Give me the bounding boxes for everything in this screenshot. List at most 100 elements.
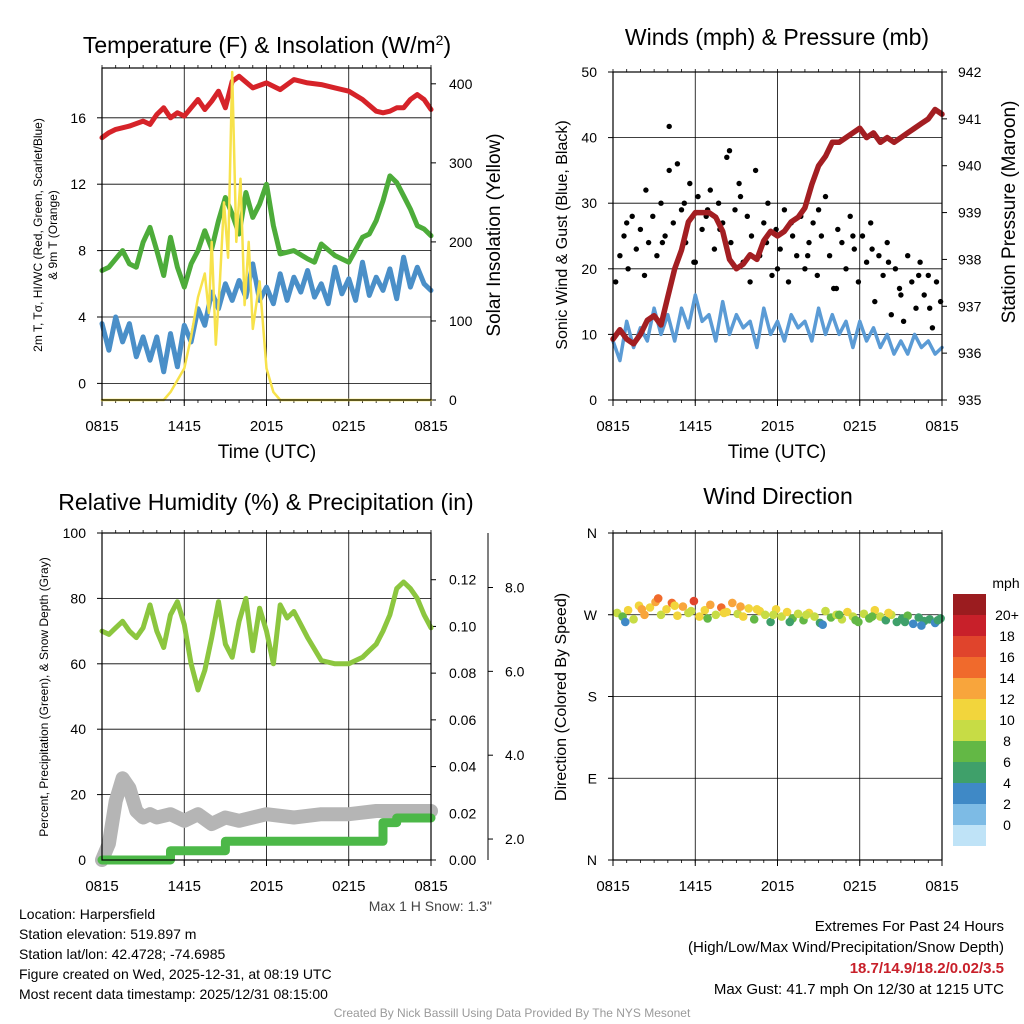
wind-direction-x-tick-label: 0815 — [925, 878, 958, 895]
wind-direction-point — [802, 610, 811, 620]
precip-y-tick-label: 0.10 — [449, 618, 476, 634]
gust-point — [643, 187, 649, 193]
legend-swatch — [953, 741, 986, 762]
winds-xlabel: Time (UTC) — [728, 442, 827, 463]
gust-point — [724, 154, 730, 160]
gust-point — [898, 292, 904, 298]
gust-point — [707, 187, 713, 193]
wind-direction-point — [818, 620, 827, 629]
temperature-x-tick-label: 0815 — [414, 418, 447, 435]
temperature-y-tick-label: 16 — [70, 110, 86, 126]
legend-swatch — [953, 720, 986, 741]
station-elevation: Station elevation: 519.897 m — [19, 926, 197, 942]
temperature-title: Temperature (F) & Insolation (W/m2) — [83, 32, 451, 58]
wind-direction-x-tick-label: 2015 — [761, 878, 794, 895]
wind-direction-point — [785, 617, 795, 627]
gust-point — [773, 226, 779, 233]
legend-swatch — [953, 825, 986, 846]
legend-swatch — [953, 699, 986, 720]
wind-direction-point — [645, 603, 655, 612]
winds-x-tick-label: 0815 — [596, 418, 629, 435]
wind-direction-ylabel: Direction (Colored By Speed) — [553, 593, 570, 801]
gust-point — [863, 259, 870, 265]
humidity-x-tick-label: 2015 — [250, 878, 283, 895]
gust-point — [641, 272, 648, 279]
temperature-y-tick-label: 8 — [78, 243, 86, 259]
snow-depth-line — [95, 771, 438, 867]
legend-swatch — [953, 615, 986, 636]
legend-swatch — [953, 636, 986, 657]
gust-point — [744, 213, 750, 219]
gust-point — [645, 239, 652, 246]
temperature-xlabel: Time (UTC) — [218, 442, 317, 463]
gust-point — [666, 167, 672, 174]
gust-point — [835, 226, 841, 233]
wind-direction-point — [793, 609, 803, 619]
wind-direction-grid — [612, 530, 943, 866]
gust-point — [765, 200, 771, 206]
wind-direction-point — [653, 594, 663, 603]
wind-direction-point — [706, 600, 715, 610]
gust-point — [637, 226, 644, 233]
legend-swatch — [953, 657, 986, 678]
legend-swatch — [953, 762, 986, 783]
credit-line: Created By Nick Bassill Using Data Provi… — [333, 1006, 691, 1020]
gust-point — [913, 305, 919, 311]
wind-direction-point — [908, 619, 918, 629]
figure-created: Figure created on Wed, 2025-12-31, at 08… — [19, 966, 332, 982]
pressure-y-tick-label: 938 — [958, 251, 982, 267]
gust-point — [872, 298, 878, 305]
gust-point — [654, 253, 660, 259]
pressure-y-tick-label: 941 — [958, 111, 982, 127]
wind-direction-point — [670, 601, 679, 610]
temperature-ylabel-line1: 2m T, Tσ, HI/WC (Red, Green, Scarlet/Blu… — [31, 118, 45, 352]
winds-x-tick-label: 2015 — [761, 418, 794, 435]
gust-point — [833, 285, 840, 292]
wind-direction-point — [637, 605, 647, 614]
pressure-y-tick-label: 942 — [958, 64, 982, 80]
winds-title: Winds (mph) & Pressure (mb) — [625, 24, 929, 50]
extremes-subtitle: (High/Low/Max Wind/Precipitation/Snow De… — [688, 939, 1004, 956]
temperature-x-tick-label: 0815 — [85, 418, 118, 435]
humidity-y-tick-label: 60 — [70, 656, 86, 672]
humidity-y-tick-label: 20 — [70, 787, 86, 803]
gust-point — [805, 253, 811, 259]
wind-direction-x-tick-label: 0215 — [843, 878, 876, 895]
legend-label: 18 — [999, 628, 1015, 644]
gust-point — [794, 253, 800, 259]
temperature-plot-border — [101, 67, 432, 401]
wind-direction-x-tick-label: 0815 — [596, 878, 629, 895]
wind-direction-point — [621, 617, 630, 627]
gust-point — [681, 200, 687, 206]
wind-direction-point — [744, 604, 753, 613]
gust-point — [818, 233, 825, 239]
wind-direction-point — [834, 610, 844, 620]
gust-point — [752, 167, 759, 174]
gust-point — [859, 233, 866, 239]
pressure-line — [610, 106, 945, 347]
wind-direction-point — [728, 598, 737, 608]
winds-y-tick-label: 0 — [589, 392, 597, 408]
wind-direction-point — [917, 621, 926, 630]
precip-y-tick-label: 0.12 — [449, 572, 476, 588]
insolation-y-tick-label: 300 — [449, 155, 473, 171]
wind-direction-point — [686, 606, 696, 616]
wind-direction-y-tick-label: N — [587, 852, 597, 868]
gust-point — [650, 213, 656, 219]
gust-point — [839, 239, 845, 246]
station-location: Location: Harpersfield — [19, 906, 156, 922]
extremes-title: Extremes For Past 24 Hours — [814, 918, 1004, 935]
wind-direction-point — [769, 610, 778, 620]
gust-point — [868, 220, 874, 226]
wind-direction-x-tick-label: 1415 — [679, 878, 712, 895]
humidity-x-tick-label: 1415 — [168, 878, 201, 895]
gust-point — [927, 305, 933, 311]
snow-y-tick-label: 6.0 — [505, 663, 525, 679]
winds-x-tick-label: 0215 — [843, 418, 876, 435]
legend-label: 4 — [1003, 775, 1011, 791]
legend-label: 0 — [1003, 817, 1011, 833]
legend-label: 16 — [999, 649, 1015, 665]
gust-point — [916, 272, 922, 279]
precip-y-tick-label: 0.08 — [449, 665, 476, 681]
wind-direction-point — [810, 612, 819, 621]
